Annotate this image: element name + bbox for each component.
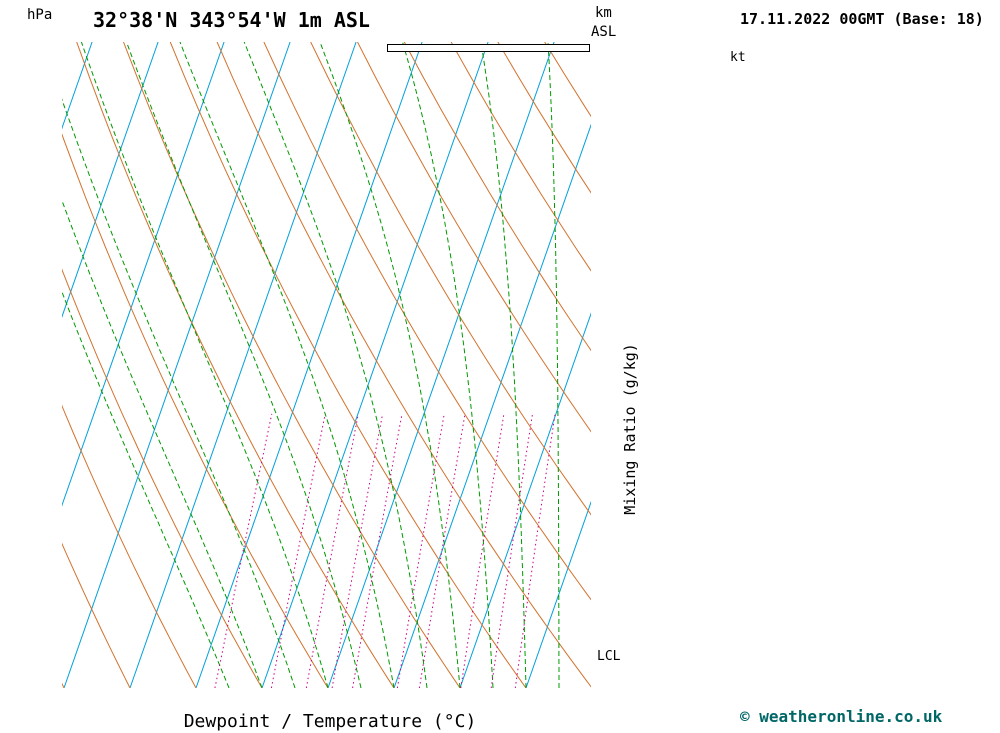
- isotherm-line: [0, 42, 26, 688]
- isotherm-line: [459, 312, 591, 688]
- mixing-ratio-line: [270, 413, 326, 688]
- dry-adiabat-line: [592, 42, 1000, 688]
- isotherm-line: [62, 42, 93, 130]
- wet-adiabat-line: [80, 42, 329, 688]
- dry-adiabat-line: [62, 133, 329, 688]
- wet-adiabat-line: [62, 290, 230, 688]
- wet-adiabat-line: [62, 98, 296, 688]
- dry-adiabat-line: [497, 42, 591, 194]
- dry-adiabat-line: [403, 42, 591, 352]
- height-axis-unit-label: km: [595, 5, 612, 21]
- mixing-ratio-line: [418, 413, 466, 688]
- dry-adiabat-line: [169, 42, 527, 688]
- height-axis-asl-label: ASL: [591, 24, 617, 40]
- dry-adiabat-line: [62, 404, 197, 688]
- background-grid: [0, 42, 1000, 688]
- mixing-ratio-line: [305, 413, 359, 688]
- mixing-ratio-axis-label: Mixing Ratio (g/kg): [621, 343, 639, 515]
- run-datetime-label: 17.11.2022 00GMT (Base: 18): [740, 10, 984, 28]
- dry-adiabat-line: [544, 42, 591, 118]
- mixing-ratio-line: [460, 413, 505, 688]
- wet-adiabat-line: [592, 42, 604, 688]
- dry-adiabat-line: [216, 42, 591, 688]
- isotherm-line: [195, 42, 423, 688]
- isotherm-line: [62, 42, 225, 507]
- wet-adiabat-line: [243, 42, 428, 688]
- x-axis-label: Dewpoint / Temperature (°C): [183, 711, 477, 732]
- isotherm-line: [525, 500, 591, 688]
- station-title: 32°38'N 343°54'W 1m ASL: [93, 8, 370, 32]
- isotherm-line: [63, 42, 291, 688]
- dry-adiabat-line: [450, 42, 591, 272]
- dry-adiabat-line: [62, 542, 131, 688]
- wet-adiabat-line: [547, 42, 560, 688]
- dry-adiabat-line: [62, 268, 263, 688]
- mixing-ratio-line: [490, 413, 533, 688]
- wet-adiabat-line: [480, 42, 527, 688]
- wet-adiabat-line: [319, 42, 461, 688]
- isotherm-line: [129, 42, 357, 688]
- mixing-ratio-line: [352, 413, 403, 688]
- dry-adiabat-line: [123, 42, 461, 688]
- pressure-axis-unit-label: hPa: [27, 7, 53, 23]
- wet-adiabat-line: [62, 199, 263, 688]
- copyright-label: © weatheronline.co.uk: [740, 707, 943, 726]
- wet-adiabat-line: [179, 42, 395, 688]
- lcl-label: LCL: [597, 649, 621, 664]
- mixing-ratio-line: [514, 413, 556, 688]
- isotherm-line: [62, 42, 159, 319]
- mixing-ratio-line: [214, 413, 273, 688]
- wet-adiabat-line: [402, 42, 494, 688]
- mixing-ratio-line: [396, 413, 445, 688]
- isotherm-line: [393, 123, 591, 688]
- dry-adiabat-line: [310, 42, 591, 516]
- dry-adiabat-line: [76, 42, 395, 688]
- mixing-ratio-line: [331, 413, 384, 688]
- dry-adiabat-line: [357, 42, 591, 433]
- hodograph-unit-label: kt: [730, 50, 746, 65]
- isotherm-line: [327, 42, 555, 688]
- isotherm-line: [261, 42, 489, 688]
- dry-adiabat-line: [263, 42, 591, 601]
- dry-adiabat-line: [62, 682, 65, 688]
- legend: [387, 44, 590, 52]
